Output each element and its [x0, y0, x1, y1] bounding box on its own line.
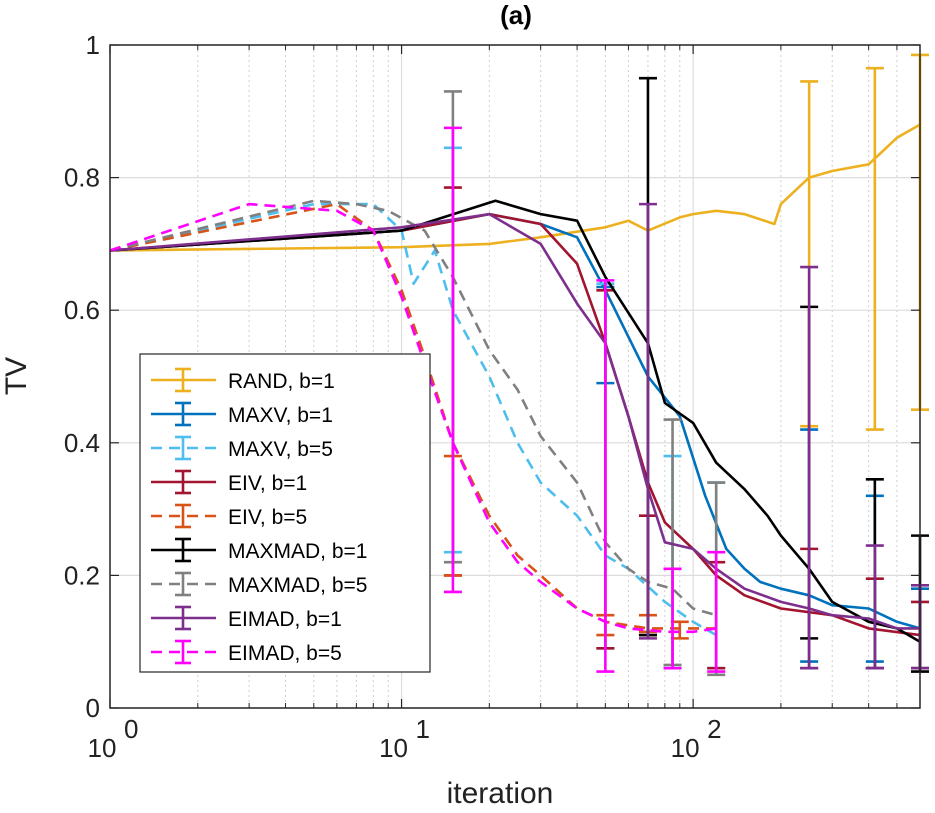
- legend-entry: EIMAD, b=1: [151, 605, 342, 631]
- error-bar: [596, 279, 615, 673]
- legend: RAND, b=1 MAXV, b=1 MAXV, b=5 EIV, b=1 EIV, …: [139, 353, 431, 673]
- axis-ticks: [109, 44, 921, 709]
- series-line: [109, 202, 717, 630]
- series-layer: [109, 53, 929, 677]
- y-tick-label: 1: [86, 30, 100, 60]
- error-bar: [865, 66, 884, 431]
- x-tick-base: 10: [88, 733, 117, 763]
- x-tick-exponent: 0: [124, 714, 138, 744]
- error-bar: [443, 126, 462, 594]
- legend-label: RAND, b=1: [228, 370, 335, 393]
- error-bar: [663, 567, 682, 670]
- error-bar: [800, 265, 819, 670]
- legend-entry: MAXMAD, b=1: [151, 537, 367, 563]
- chart-title: (a): [500, 0, 532, 30]
- legend-entry: EIV, b=5: [151, 503, 307, 529]
- legend-label: EIV, b=5: [228, 506, 307, 529]
- series-line: [109, 212, 920, 630]
- legend-label: MAXMAD, b=5: [228, 574, 367, 597]
- x-tick-exponent: 1: [416, 714, 430, 744]
- legend-label: EIMAD, b=1: [228, 608, 342, 631]
- legend-label: EIV, b=1: [228, 472, 307, 495]
- y-tick-label: 0.8: [64, 163, 100, 193]
- error-bar: [865, 544, 884, 670]
- legend-entry: EIMAD, b=5: [151, 639, 342, 665]
- x-tick-label: 100: [88, 714, 139, 763]
- error-bar: [638, 202, 657, 640]
- legend-entry: MAXV, b=1: [151, 401, 333, 427]
- legend-entry: MAXMAD, b=5: [151, 571, 367, 597]
- series-eimad-b-5: [109, 126, 726, 673]
- legend-entry: MAXV, b=5: [151, 435, 333, 461]
- legend-label: MAXMAD, b=1: [228, 540, 367, 563]
- plot-frame: [109, 44, 921, 709]
- y-axis-label: TV: [0, 357, 33, 395]
- series-line: [109, 199, 717, 617]
- legend-label: MAXV, b=1: [228, 404, 333, 427]
- y-tick-label: 0.2: [64, 560, 100, 590]
- error-bar: [707, 550, 726, 673]
- y-tick-label: 0.6: [64, 295, 100, 325]
- legend-label: EIMAD, b=5: [228, 642, 342, 665]
- series-line: [109, 202, 717, 634]
- y-tick-label: 0.4: [64, 428, 100, 458]
- y-tick-labels: 0 0.2 0.4 0.6 0.8 1: [64, 30, 100, 723]
- legend-entry: EIV, b=1: [151, 469, 307, 495]
- x-tick-exponent: 2: [707, 714, 721, 744]
- x-tick-label: 10 1: [379, 714, 430, 763]
- y-tick-label: 0: [86, 693, 100, 723]
- x-tick-base: 10: [671, 733, 700, 763]
- legend-label: MAXV, b=5: [228, 438, 333, 461]
- legend-entry: RAND, b=1: [151, 367, 335, 393]
- x-tick-base: 10: [379, 733, 408, 763]
- x-tick-label: 102: [671, 714, 722, 763]
- x-axis-label: iteration: [447, 777, 554, 810]
- series-line: [109, 212, 921, 637]
- series-line: [109, 199, 921, 643]
